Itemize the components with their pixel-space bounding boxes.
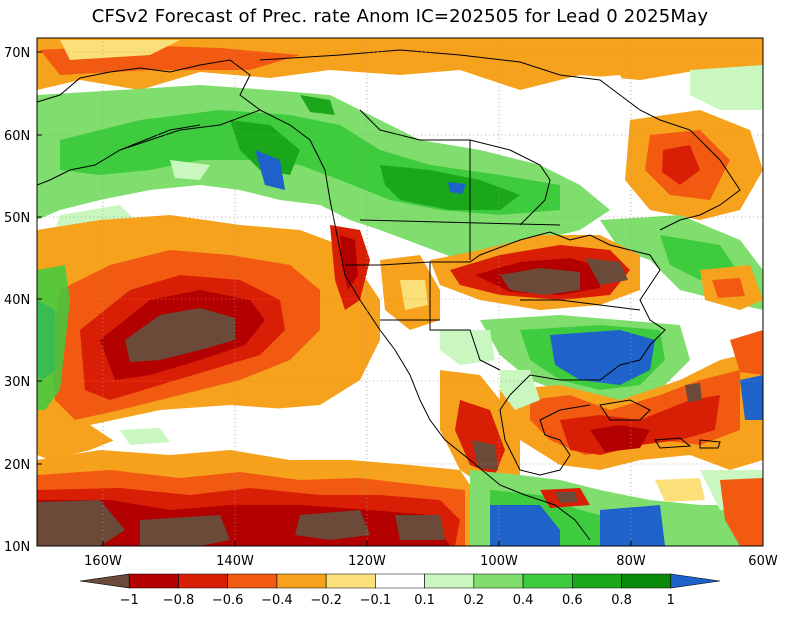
colorbar-tick-label: 0.4 (513, 593, 534, 608)
colorbar-tick-label: −0.6 (212, 593, 244, 608)
colorbar: −1 −0.8 −0.6 −0.4 −0.2 −0.1 0.1 0.2 0.4 0.6 0.8 1 (79, 573, 721, 608)
colorbar-swatch (670, 573, 721, 589)
colorbar-swatch (572, 573, 622, 589)
colorbar-tick-label: −0.1 (360, 593, 392, 608)
colorbar-tick-label: 0.2 (464, 593, 485, 608)
map-title: CFSv2 Forecast of Prec. rate Anom IC=202… (91, 6, 709, 27)
colorbar-tick-label: −0.4 (261, 593, 293, 608)
lat-label-30n: 30N (4, 375, 30, 390)
colorbar-swatch (79, 573, 130, 589)
coastlines (37, 49, 741, 541)
colorbar-tick-label: 1 (667, 593, 675, 608)
colorbar-tick-label: −0.2 (310, 593, 342, 608)
latitude-labels: 70N 60N 50N 40N 30N 20N 10N (4, 46, 30, 555)
lat-label-20n: 20N (4, 458, 30, 473)
colorbar-swatch (621, 573, 672, 589)
colorbar-swatch (178, 573, 228, 589)
colorbar-tick-label: 0.6 (562, 593, 583, 608)
colorbar-swatch (473, 573, 524, 589)
colorbar-tick-label: 0.1 (414, 593, 435, 608)
colorbar-tick-label: 0.8 (611, 593, 632, 608)
longitude-labels: 160W 140W 120W 100W 80W 60W (84, 554, 778, 569)
lat-label-40n: 40N (4, 293, 30, 308)
colorbar-tick-label: −0.8 (163, 593, 195, 608)
colorbar-swatch (276, 573, 327, 589)
anomaly-field (37, 38, 763, 546)
colorbar-swatch (227, 573, 278, 589)
lon-label-100w: 100W (480, 554, 518, 569)
axis-ticks (37, 51, 632, 546)
colorbar-swatch (522, 573, 573, 589)
lat-label-50n: 50N (4, 211, 30, 226)
lat-label-60n: 60N (4, 129, 30, 144)
colorbar-swatch (128, 573, 179, 589)
lon-label-120w: 120W (348, 554, 386, 569)
colorbar-swatch (424, 573, 475, 589)
lon-label-80w: 80W (616, 554, 646, 569)
graticule (37, 38, 763, 546)
colorbar-tick-label: −1 (120, 593, 139, 608)
colorbar-swatch (375, 573, 425, 589)
colorbar-swatch (325, 573, 376, 589)
lon-label-140w: 140W (216, 554, 254, 569)
lat-label-10n: 10N (4, 540, 30, 555)
lon-label-160w: 160W (84, 554, 122, 569)
map-frame (36, 37, 764, 547)
lat-label-70n: 70N (4, 46, 30, 61)
lon-label-60w: 60W (748, 554, 778, 569)
